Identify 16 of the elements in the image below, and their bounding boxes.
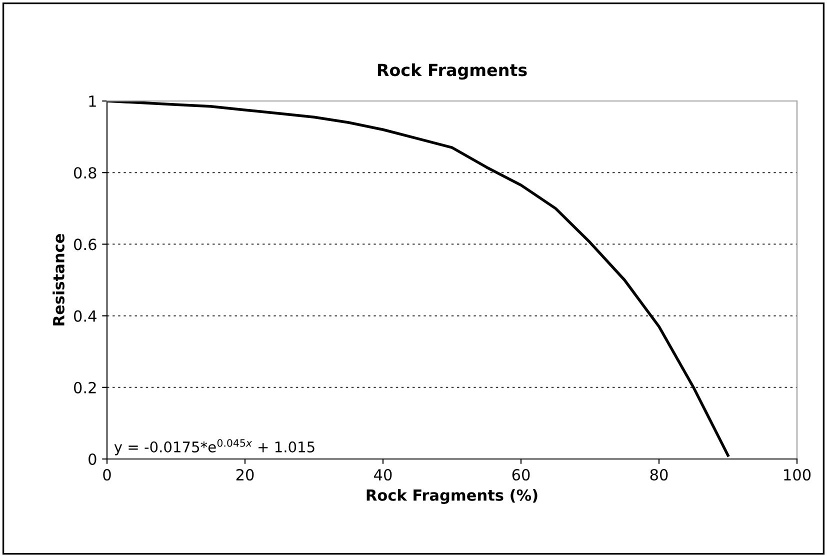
x-tick-label: 40 <box>374 468 392 481</box>
chart-title: Rock Fragments <box>378 63 527 80</box>
x-tick-label: 0 <box>103 468 111 481</box>
x-tick-label: 60 <box>512 468 530 481</box>
y-tick-label: 0.2 <box>74 382 96 394</box>
y-tick-label: 0 <box>88 453 96 466</box>
x-axis-title: Rock Fragments (%) <box>366 489 538 504</box>
annotation: y = -0.0175*e$^{0.045x}$ + 1.015 <box>114 439 314 456</box>
y-tick-label: 0.4 <box>74 310 96 322</box>
y-tick-label: 0.8 <box>74 167 96 179</box>
y-axis-title: Resistance <box>52 234 64 326</box>
y-tick-label: 1 <box>89 96 96 107</box>
x-tick-label: 20 <box>236 468 254 481</box>
y-tick-label: 0.6 <box>74 238 96 250</box>
x-tick-label: 80 <box>650 468 668 481</box>
x-tick-label: 100 <box>784 468 811 481</box>
